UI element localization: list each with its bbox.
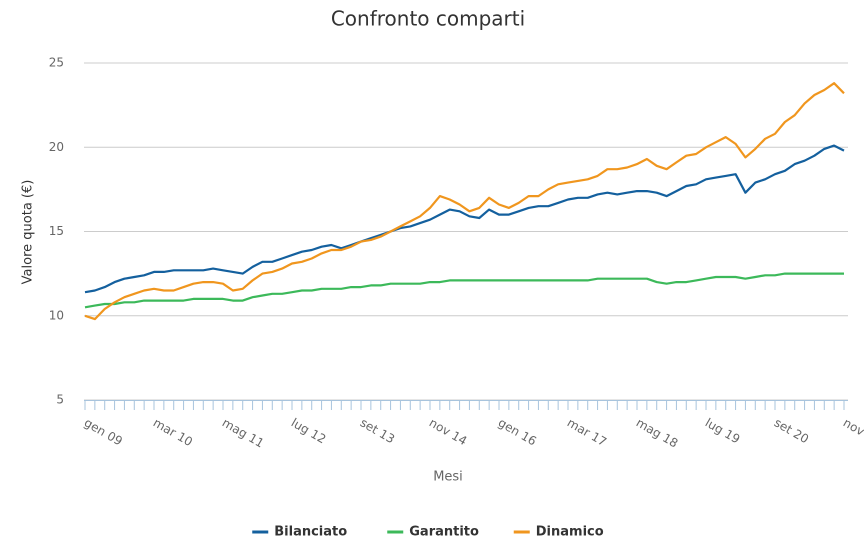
y-tick-label: 10 [49,308,64,322]
legend-item: Dinamico [513,525,604,540]
chart-title: Confronto comparti [331,7,525,31]
x-tick-label: set 13 [358,416,397,447]
x-tick-label: mar 10 [151,416,195,450]
x-tick-label: lug 12 [289,416,329,447]
y-tick-label: 5 [56,393,64,407]
y-tick-label: 25 [49,56,64,70]
y-tick-label: 20 [49,140,64,154]
series-line [84,82,845,321]
x-tick-label: set 20 [772,416,811,447]
legend-label: Bilanciato [274,525,347,540]
legend-item: Bilanciato [252,525,347,540]
legend-label: Garantito [409,525,479,540]
x-axis-title: Mesi [433,470,463,485]
x-tick-label: gen 09 [82,416,125,449]
x-tick-label: gen 16 [496,416,539,449]
x-tick-label: mag 18 [634,416,681,451]
series-line [84,272,844,309]
legend-item: Garantito [387,525,479,540]
x-tick-label: nov 14 [427,416,470,449]
x-tick-label: mag 11 [220,416,267,451]
x-tick-label: lug 19 [703,416,743,447]
legend-label: Dinamico [536,525,604,540]
series-line [84,144,845,294]
y-axis-title: Valore quota (€) [21,180,36,285]
y-tick-label: 15 [49,224,64,238]
x-tick-label: mar 17 [565,416,609,450]
x-tick-label: nov 21 [841,416,864,449]
